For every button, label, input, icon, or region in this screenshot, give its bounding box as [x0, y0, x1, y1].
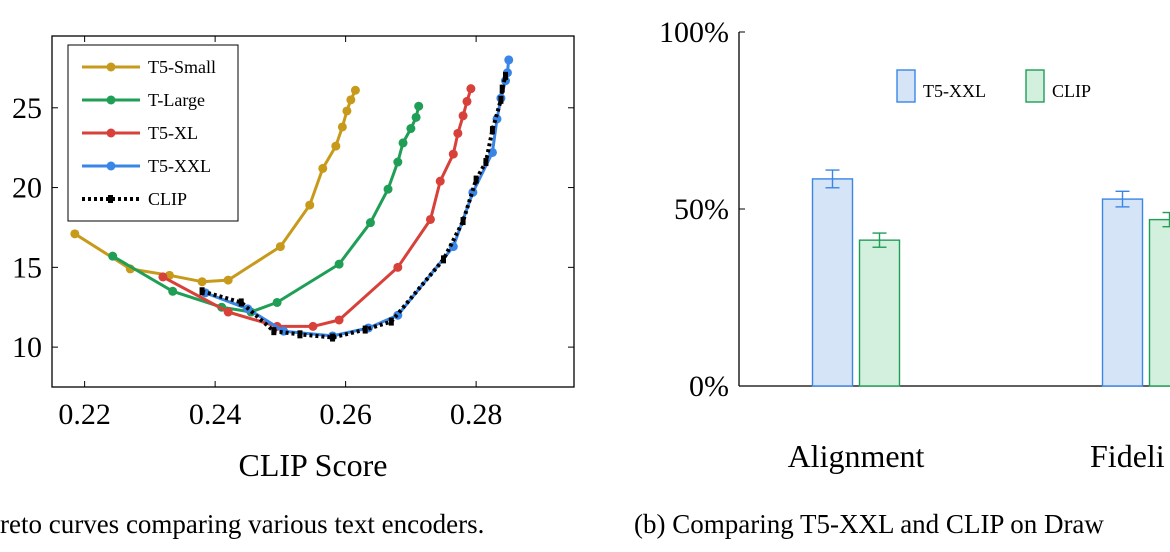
category-label: Alignment	[788, 438, 925, 474]
data-point	[70, 229, 80, 239]
data-point	[223, 275, 233, 285]
data-point	[498, 95, 504, 104]
data-point	[489, 126, 495, 135]
legend-label: T5-XXL	[148, 156, 211, 176]
data-point	[411, 112, 421, 122]
data-point	[466, 84, 476, 94]
legend-swatch	[896, 69, 916, 103]
bar-clip	[1148, 218, 1170, 387]
data-point	[388, 317, 394, 326]
data-point	[393, 157, 403, 167]
x-tick-label: 0.26	[319, 398, 372, 431]
data-point	[458, 111, 468, 121]
data-point	[406, 124, 416, 134]
data-point	[275, 242, 285, 252]
data-point	[499, 84, 505, 93]
category-labels: Alignment Fideli	[788, 438, 1165, 474]
legend-marker	[106, 128, 116, 138]
y-tick-label: 50%	[674, 193, 729, 226]
data-point	[305, 200, 315, 210]
x-axis-label: CLIP Score	[238, 447, 387, 483]
y-tick-label: 100%	[659, 16, 729, 49]
series-line-clip	[201, 75, 508, 340]
data-point	[441, 255, 446, 264]
legend-marker	[106, 161, 116, 171]
y-tick-label: 15	[12, 251, 42, 284]
y-tick-label: 25	[12, 92, 42, 125]
data-point	[337, 122, 347, 132]
data-point	[272, 297, 282, 307]
data-point	[223, 307, 233, 317]
series-lines	[70, 55, 514, 342]
caption-right: (b) Comparing T5-XXL and CLIP on Draw	[634, 509, 1104, 539]
data-point	[158, 272, 168, 282]
data-point	[414, 101, 424, 111]
data-point	[238, 298, 244, 307]
legend-marker	[106, 62, 116, 72]
data-point	[331, 141, 341, 151]
bar-clip	[858, 239, 901, 387]
data-point	[271, 327, 277, 336]
data-point	[168, 286, 178, 296]
data-point	[334, 259, 344, 269]
data-point	[487, 147, 497, 157]
data-point	[393, 262, 403, 272]
y-tick-label: 20	[12, 172, 42, 205]
legend: T5-Small T-Large T5-XL T5-XXL CLIP	[67, 44, 239, 222]
data-point	[435, 176, 445, 186]
data-point	[346, 95, 356, 105]
data-point	[350, 85, 360, 95]
data-point	[462, 96, 472, 106]
data-point	[453, 128, 463, 138]
plot-frame	[51, 35, 575, 388]
data-point	[308, 321, 318, 331]
data-point	[398, 138, 408, 148]
legend-swatch	[1025, 69, 1045, 103]
data-point	[342, 106, 352, 116]
legend-label: T5-XXL	[923, 81, 986, 101]
data-point	[334, 315, 344, 325]
caption-left: reto curves comparing various text encod…	[0, 509, 484, 539]
category-label: Fideli	[1090, 438, 1165, 474]
x-tick-label: 0.24	[189, 398, 242, 431]
legend-marker	[106, 95, 116, 105]
data-point	[362, 325, 368, 334]
legend-label: T5-Small	[148, 57, 216, 77]
comparison-bar-chart: 0% 50% 100% T5-XXL CLIP Alignment Fideli (b)…	[634, 16, 1170, 539]
data-point	[502, 71, 508, 80]
y-tick-labels: 10 15 20 25	[12, 92, 42, 364]
data-point	[448, 149, 458, 159]
x-tick-labels: 0.22 0.24 0.26 0.28	[58, 398, 502, 431]
data-point	[365, 218, 375, 228]
x-tick-label: 0.28	[450, 398, 503, 431]
pareto-line-chart: 0.22 0.24 0.26 0.28 10 15 20 25 T5-Small T-Larg…	[0, 35, 575, 539]
data-point	[297, 330, 303, 339]
data-point	[504, 55, 514, 65]
tick-marks	[52, 36, 574, 387]
legend-label: T5-XL	[148, 123, 198, 143]
data-point	[483, 158, 489, 167]
legend-label: T-Large	[148, 90, 205, 110]
legend-marker	[108, 195, 113, 203]
bars	[811, 169, 1170, 387]
data-point	[460, 217, 466, 226]
legend-label: CLIP	[148, 189, 187, 209]
bar-t5-xxl	[1101, 198, 1144, 387]
bar-t5-xxl	[811, 178, 854, 387]
data-point	[383, 184, 393, 194]
legend: T5-XXL CLIP	[896, 69, 1091, 103]
data-point	[330, 333, 336, 342]
data-point	[199, 287, 205, 296]
y-tick-label: 0%	[689, 370, 729, 403]
data-point	[318, 163, 328, 173]
data-point	[425, 214, 435, 224]
legend-label: CLIP	[1052, 81, 1091, 101]
data-point	[197, 277, 207, 287]
y-tick-labels: 0% 50% 100%	[659, 16, 745, 403]
y-tick-label: 10	[12, 331, 42, 364]
data-point	[473, 175, 479, 184]
x-tick-label: 0.22	[58, 398, 111, 431]
data-point	[108, 251, 118, 261]
